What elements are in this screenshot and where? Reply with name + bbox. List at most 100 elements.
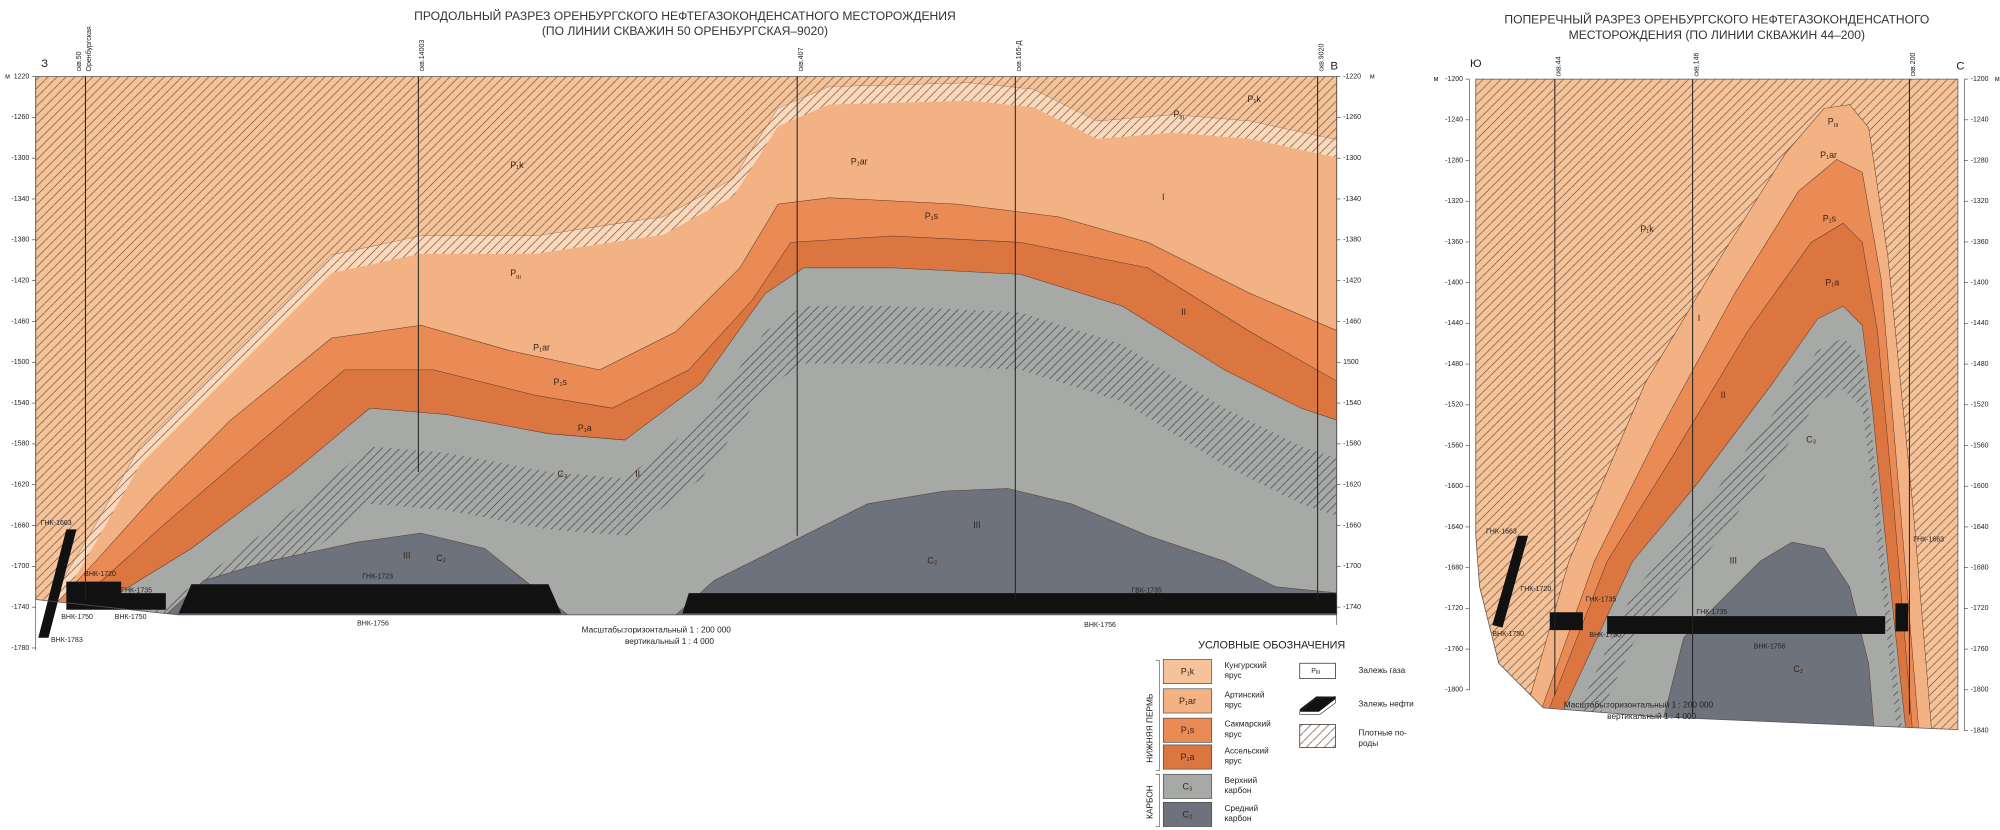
tick-label: -1600 [1971, 483, 1989, 490]
contact-label: ГНК-1663 [1486, 529, 1517, 536]
depth-unit: м [1995, 76, 2000, 83]
scale-vertical: вертикальный 1 : 4 000 [1607, 711, 1696, 721]
reservoir-index: III [516, 274, 521, 280]
oil-bar [682, 593, 1337, 614]
tick-label: -1320 [1445, 198, 1463, 205]
legend-label: Ассельский [1224, 745, 1269, 755]
contact-label: ВНК-1756 [1754, 644, 1786, 651]
tick-label: 1500 [1343, 359, 1359, 366]
legend-label: ярус [1224, 700, 1241, 710]
oil-symbol [1299, 696, 1336, 712]
tick-label: -1500 [11, 359, 29, 366]
formation-label: C₂ [927, 556, 937, 566]
tick-label: -1420 [1343, 277, 1361, 284]
overlays [31, 76, 1969, 731]
tick-label: -1560 [1971, 442, 1989, 449]
oil-strip [38, 529, 77, 638]
hatch-symbol [1299, 724, 1336, 748]
zone-label: III [1730, 556, 1737, 566]
tick-label: -1520 [1971, 402, 1989, 409]
tick-label: -1680 [1445, 565, 1463, 572]
tick-label: -1280 [1971, 157, 1989, 164]
formation-label: P₁s [554, 377, 568, 387]
formation-label: C₂ [436, 553, 446, 563]
tick-label: -1340 [1343, 196, 1361, 203]
longitudinal-layers [35, 76, 1337, 615]
tick-label: -1200 [1971, 76, 1989, 83]
well-label: скв.165-Д [1016, 40, 1023, 71]
legend-label: Верхний [1224, 775, 1257, 785]
tick-label: -1520 [1445, 402, 1463, 409]
reservoir-label: PIII [510, 269, 521, 281]
legend-bracket [1155, 660, 1160, 827]
title: (ПО ЛИНИИ СКВАЖИН 50 ОРЕНБУРГСКАЯ–9020) [542, 24, 828, 38]
tick-label: -1300 [1343, 155, 1361, 162]
oil-symbol [1299, 696, 1336, 715]
contact-label: ВНК-1720 [84, 571, 116, 578]
legend-swatch [1162, 801, 1213, 827]
scale-label: Масштабы: [582, 624, 626, 634]
reservoir-index: III [1834, 123, 1839, 129]
gas-symbol-label: PIII [1311, 668, 1320, 676]
zone-label: I [1698, 313, 1700, 323]
contact-label: ВНК-1750 [1589, 632, 1621, 639]
tick-label: -1540 [1343, 400, 1361, 407]
zone-label: I [1162, 192, 1164, 202]
reservoir-symbol: P [1828, 117, 1834, 127]
formation-label: P₁a [578, 423, 592, 433]
contact-label: ВНК-1750 [61, 614, 93, 621]
tick-label: -1640 [1971, 524, 1989, 531]
legend-swatch [1162, 688, 1213, 714]
contact-label: ВНК-1756 [357, 621, 389, 628]
dense-rock-hatch [70, 306, 1337, 615]
legend-label: роды [1358, 738, 1378, 748]
contact-label: ГНК-1720 [1520, 586, 1551, 593]
scale-horizontal: горизонтальный 1 : 200 000 [1607, 700, 1713, 710]
tick-label: -1260 [11, 114, 29, 121]
formation-label: P₁s [925, 211, 939, 221]
legend-label: карбон [1224, 813, 1251, 823]
legend-code: P₁a [1181, 752, 1195, 762]
tick-label: -1560 [1445, 442, 1463, 449]
tick-label: -1660 [11, 522, 29, 529]
tick-label: -1800 [1445, 687, 1463, 694]
tick-label: -1220 [1343, 73, 1361, 80]
contact-label: ВНК-1750 [1492, 631, 1524, 638]
legend-label: ярус [1224, 729, 1241, 739]
legend-swatch [1162, 773, 1213, 799]
tick-label: -1620 [11, 482, 29, 489]
oil-bar [1549, 612, 1583, 631]
tick-label: -1700 [1343, 563, 1361, 570]
reservoir-symbol: P [510, 269, 516, 279]
legend-label: Кунгурский [1224, 660, 1267, 670]
oil-bar [178, 584, 562, 614]
transverse-layers [1475, 79, 1958, 730]
tick-label: -1760 [1445, 646, 1463, 653]
reservoir-label: PIII [1173, 109, 1184, 121]
tick-label: -1360 [1971, 239, 1989, 246]
scale-horizontal: горизонтальный 1 : 200 000 [625, 624, 731, 634]
reservoir-label: PIII [1828, 117, 1839, 129]
tick-label: -1320 [1971, 198, 1989, 205]
tick-label: -1480 [1971, 361, 1989, 368]
formation-label: P₁s [1823, 214, 1837, 224]
direction: С [1956, 60, 1964, 72]
tick-label: -1620 [1343, 482, 1361, 489]
legend-label: Плотные по- [1358, 728, 1407, 738]
tick-label: -1660 [1343, 522, 1361, 529]
legend-label: Сакмарский [1224, 719, 1271, 729]
contact-label: ГНК-1735 [1696, 609, 1727, 616]
tick-label: -1760 [1971, 646, 1989, 653]
formation-label: C₃ [557, 469, 567, 479]
scale-label: Масштабы: [1564, 700, 1608, 710]
contact-label: ГНК-1735 [121, 587, 152, 594]
well-label: Оренбургская [85, 26, 93, 71]
well-label: скв.14003 [419, 40, 426, 72]
legend: УСЛОВНЫЕ ОБОЗНАЧЕНИЯ НИЖНЯЯ ПЕРМЬ КАРБОН… [1145, 639, 1414, 827]
zone-label: II [1721, 390, 1726, 400]
tick-label: -1840 [1971, 727, 1989, 734]
zone-label: II [1181, 307, 1186, 317]
formation-label: P₁ar [1820, 150, 1837, 160]
formation-label: C₂ [1793, 664, 1803, 674]
oil-strip [1492, 535, 1529, 628]
